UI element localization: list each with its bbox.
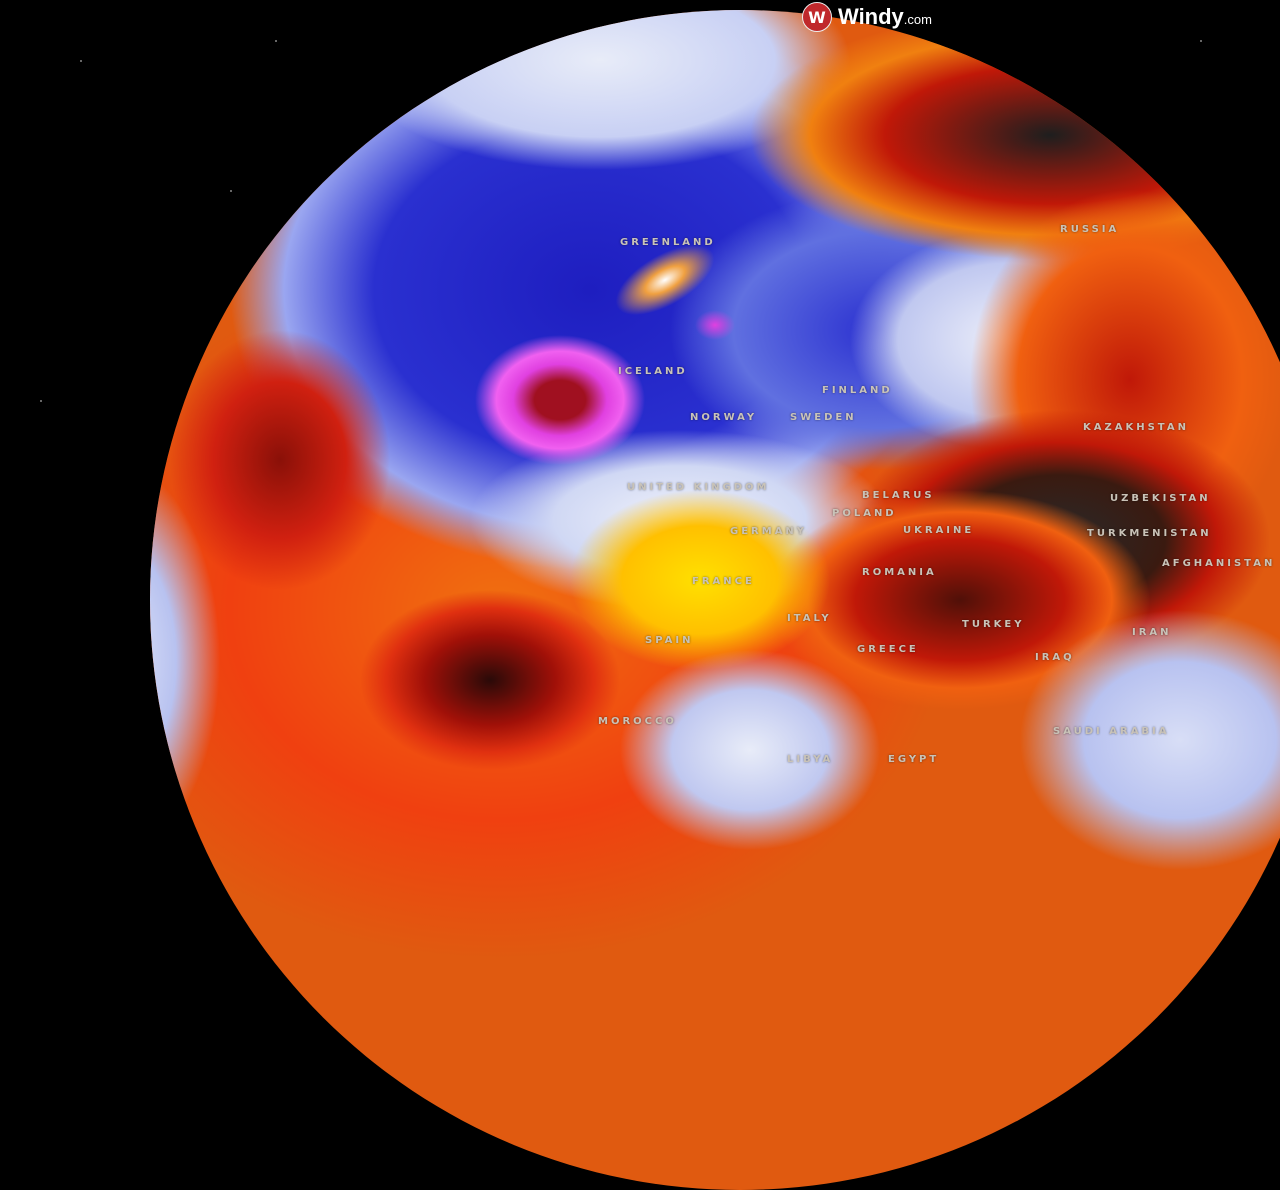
label-sweden: SWEDEN: [790, 412, 857, 423]
star: [275, 40, 277, 42]
cyclone-marker: [695, 310, 735, 340]
label-spain: SPAIN: [645, 635, 694, 646]
label-norway: NORWAY: [690, 412, 758, 423]
label-greece: GREECE: [857, 644, 919, 655]
temperature-field: [170, 330, 390, 590]
label-ukraine: UKRAINE: [903, 525, 975, 536]
cyclone-marker: [475, 335, 645, 465]
temperature-field: [360, 590, 620, 770]
temperature-field: [620, 650, 880, 850]
label-france: FRANCE: [692, 576, 755, 587]
label-morocco: MOROCCO: [598, 716, 677, 727]
label-romania: ROMANIA: [862, 567, 937, 578]
label-italy: ITALY: [787, 613, 832, 624]
brand-suffix: .com: [903, 12, 932, 27]
label-iran: IRAN: [1132, 627, 1172, 638]
windy-logo-icon: W: [802, 2, 832, 32]
label-uzbekistan: UZBEKISTAN: [1110, 493, 1211, 504]
label-turkey: TURKEY: [962, 619, 1025, 630]
star: [230, 190, 232, 192]
label-belarus: BELARUS: [862, 490, 935, 501]
label-afghanistan: AFGHANISTAN: [1162, 558, 1276, 569]
label-egypt: EGYPT: [888, 754, 940, 765]
label-greenland: GREENLAND: [620, 237, 716, 248]
star: [80, 60, 82, 62]
star: [40, 400, 42, 402]
brand-text: Windy.com: [838, 4, 932, 30]
label-poland: POLAND: [832, 508, 897, 519]
label-iraq: IRAQ: [1035, 652, 1075, 663]
temperature-field: [570, 490, 830, 670]
label-iceland: ICELAND: [618, 366, 688, 377]
label-finland: FINLAND: [822, 385, 893, 396]
label-united-kingdom: UNITED KINGDOM: [627, 482, 770, 493]
label-turkmenistan: TURKMENISTAN: [1087, 528, 1212, 539]
label-libya: LIBYA: [787, 754, 834, 765]
windy-logo[interactable]: W Windy.com: [802, 2, 932, 32]
weather-globe[interactable]: [150, 10, 1280, 1190]
brand-name: Windy: [838, 4, 904, 29]
label-saudi-arabia: SAUDI ARABIA: [1053, 726, 1170, 737]
label-russia: RUSSIA: [1060, 224, 1120, 235]
label-kazakhstan: KAZAKHSTAN: [1083, 422, 1189, 433]
label-germany: GERMANY: [730, 526, 808, 537]
